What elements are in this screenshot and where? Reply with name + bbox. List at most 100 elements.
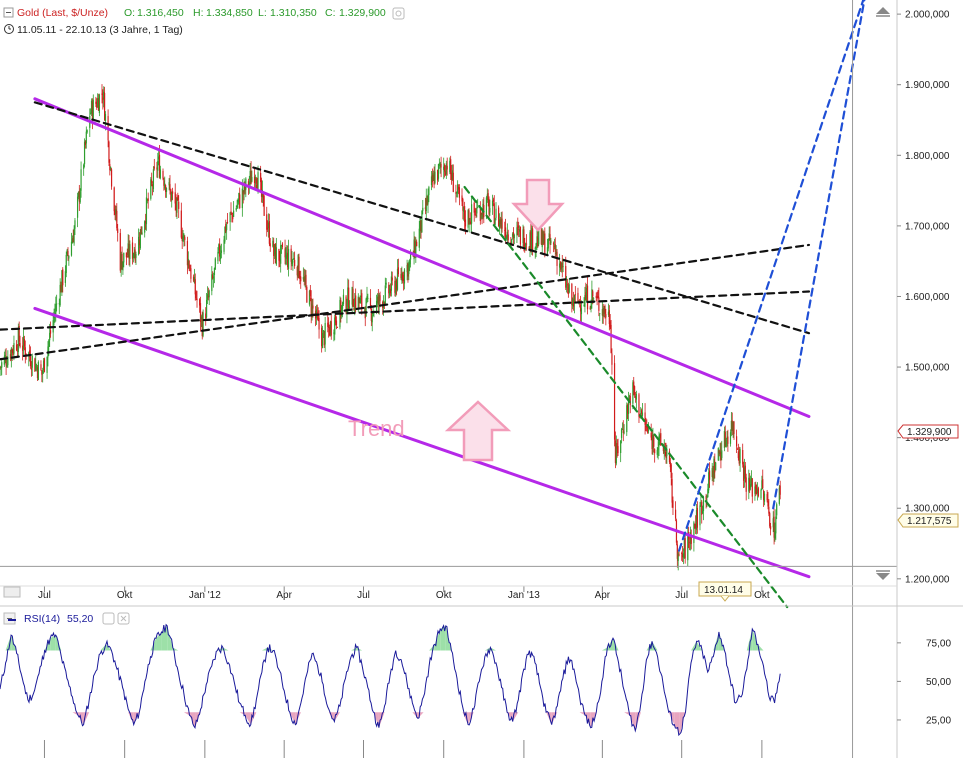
candle-body [772,518,774,528]
candle-body [544,233,546,256]
candle-body [208,290,210,298]
candle-body [654,449,656,454]
candle-body [157,160,159,171]
candle-body [321,327,323,347]
scroll-down-icon[interactable] [876,573,890,580]
candle-body [615,443,617,464]
candle-body [641,412,644,416]
candle-body [230,211,232,213]
candle-body [475,214,477,217]
rsi-oversold-fill [624,712,630,716]
time-tick-label: Jan '13 [508,590,540,601]
candle-body [220,250,223,253]
candle-body [181,235,183,242]
candle-body [68,255,70,259]
rsi-panel[interactable]: RSI(14) 55,20 75,00 50,00 25,00 [0,612,951,737]
candle-body [59,284,61,306]
candle-body [309,289,311,297]
candle-body [727,436,729,444]
low-label: L: [258,7,267,19]
candle-body [507,234,509,241]
candle-body [725,439,727,448]
candle-body [396,279,398,290]
candle-body [721,450,723,458]
candle-body [352,288,354,307]
candle-body [144,221,146,233]
candle-body [172,191,174,194]
candle-body [635,393,637,400]
candle-body [761,480,763,490]
candle-body [409,260,411,265]
candle-body [678,554,680,556]
candle-body [92,99,94,119]
candle-body [775,516,777,534]
candle-body [451,170,454,180]
candle-body [196,298,198,301]
time-tick-label: Jul [357,590,370,601]
trendline-black-support-b[interactable] [0,243,811,361]
candle-body [170,189,172,201]
candle-body [617,446,619,454]
trendline-blue-steep-2[interactable] [772,0,866,510]
candle-body [86,130,88,133]
candle-body [687,533,689,561]
candle-body [268,221,270,244]
candle-body [80,169,82,191]
candle-body [15,344,18,351]
trendline-black-support-a[interactable] [0,290,811,331]
candle-body [43,358,46,372]
candle-body [480,214,482,219]
crosshair-date-tag: 13.01.14 [698,581,752,602]
candle-body [640,410,643,414]
timeline-toggle-icon[interactable] [3,586,21,598]
candle-body [37,361,39,381]
candle-body [601,309,603,316]
candle-body [267,222,270,229]
candle-body [180,210,182,238]
candle-body [593,298,595,300]
candle-body [590,305,592,309]
candle-body [574,294,576,296]
candle-body [281,243,284,248]
candle-body [433,175,435,185]
settings-icon[interactable] [392,7,405,20]
price-axis[interactable]: 2.000,000 1.900,000 1.800,000 1.700,000 1.60… [897,10,950,586]
candle-body [42,360,45,371]
candle-body [731,420,733,431]
scroll-up-icon[interactable] [876,7,890,14]
candle-body [3,356,5,365]
candle-body [458,187,460,198]
candle-body [187,258,189,266]
candle-body [141,232,143,234]
candle-body [632,382,634,404]
time-tick-label: Okt [754,590,770,601]
price-plot-area[interactable] [0,0,897,758]
candle-body [237,199,239,203]
trendline-channel-upper[interactable] [33,97,811,418]
rsi-overbought-fill [601,647,608,651]
candle-body [531,228,533,251]
candle-body [580,308,583,315]
candle-body [744,465,746,478]
candle-body [776,504,778,516]
candle-body [150,179,152,199]
candle-body [548,233,550,238]
candle-body [535,243,537,249]
candle-body [674,509,677,519]
rsi-settings-icon[interactable] [102,612,115,625]
trendline-blue-steep-1[interactable] [677,0,866,552]
candle-body [501,218,503,229]
candle-body [163,180,165,186]
candle-body [720,452,722,461]
candle-body [732,421,734,431]
candle-body [213,267,216,275]
candle-body [340,300,342,317]
trendline-black-descending[interactable] [33,101,811,335]
trendline-green-descending[interactable] [463,185,789,609]
trendline-channel-lower[interactable] [33,306,811,579]
candle-body [367,297,369,299]
candle-body [437,169,439,181]
candle-body [420,220,422,232]
candle-body [78,190,80,202]
rsi-overbought-fill [105,644,112,651]
